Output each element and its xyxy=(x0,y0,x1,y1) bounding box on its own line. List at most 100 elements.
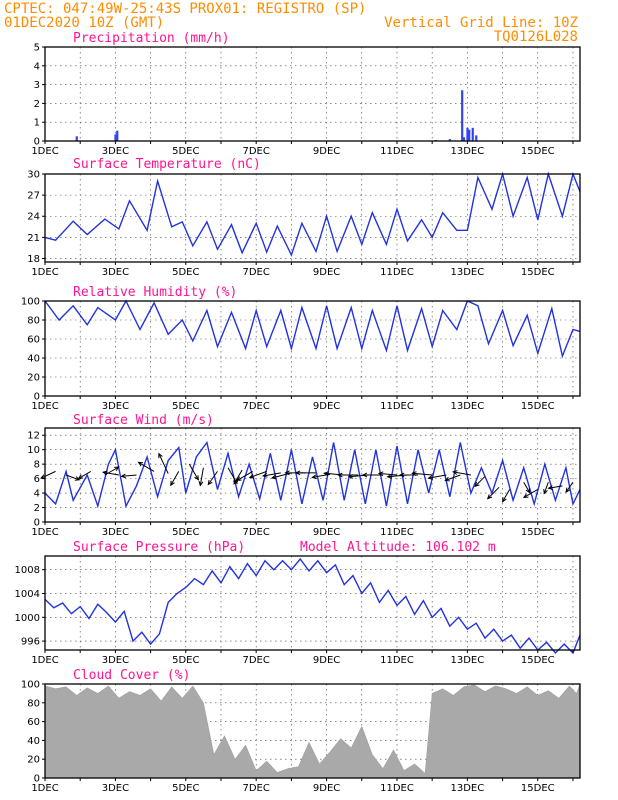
x-tick-label: 11DEC xyxy=(380,655,414,666)
wind-vector-head xyxy=(565,487,571,494)
plot-frame xyxy=(44,300,581,397)
y-tick-label: 100 xyxy=(21,680,40,691)
plot-frame xyxy=(44,427,581,523)
y-tick-label: 1004 xyxy=(15,589,40,600)
wind-vector-head xyxy=(386,474,392,479)
x-tick-label: 5DEC xyxy=(172,655,199,666)
y-tick-label: 5 xyxy=(34,43,40,54)
wind-vector xyxy=(453,471,471,476)
x-tick-label: 3DEC xyxy=(102,783,129,794)
x-tick-label: 1DEC xyxy=(31,267,58,278)
wind-vector xyxy=(523,489,539,498)
x-tick-label: 7DEC xyxy=(242,267,269,278)
wind-title: Surface Wind (m/s) xyxy=(73,413,214,428)
wind-vector-head xyxy=(270,474,277,480)
wind-vector-head xyxy=(361,472,368,478)
x-tick-label: 11DEC xyxy=(380,527,414,538)
y-tick-label: 20 xyxy=(27,373,40,384)
wind-vector-head xyxy=(233,479,239,485)
precip-bar xyxy=(114,134,117,141)
x-tick-label: 5DEC xyxy=(172,527,199,538)
x-tick-label: 13DEC xyxy=(451,267,485,278)
y-tick-label: 12 xyxy=(27,431,40,442)
wind-vector xyxy=(104,466,119,476)
rh-line xyxy=(44,299,581,359)
wind-vector-head xyxy=(294,470,301,476)
wind-vector-head xyxy=(198,481,204,487)
wind-vector-head xyxy=(323,471,329,476)
wind-vector xyxy=(207,471,218,485)
wind-vector xyxy=(233,469,243,485)
wind-vector-head xyxy=(170,480,175,487)
x-tick-label: 5DEC xyxy=(172,146,199,157)
wind-vector xyxy=(502,489,511,502)
y-tick-label: 27 xyxy=(27,191,40,202)
wind-vector xyxy=(65,474,80,481)
x-tick-label: 1DEC xyxy=(31,783,58,794)
plot-frame xyxy=(44,555,581,651)
plot-frame xyxy=(44,683,581,779)
precip-bar xyxy=(468,129,471,141)
wind-vector-head xyxy=(248,473,255,479)
cloud-cover-panel: Cloud Cover (%) 0 20 40 60 80 100 1DEC 3DEC 5DEC… xyxy=(21,668,581,794)
y-tick-label: 0 xyxy=(34,137,40,148)
wind-vector-head xyxy=(74,476,81,481)
y-tick-label: 3 xyxy=(34,80,40,91)
x-tick-label: 1DEC xyxy=(31,146,58,157)
wind-vector xyxy=(188,463,199,480)
x-tick-label: 11DEC xyxy=(380,401,414,412)
model-code: TQ0126L028 xyxy=(494,29,578,45)
wind-vector-head xyxy=(502,497,507,503)
wind-vector xyxy=(199,467,204,486)
humidity-title: Relative Humidity (%) xyxy=(73,285,237,300)
x-tick-label: 3DEC xyxy=(102,527,129,538)
wind-vector xyxy=(548,485,563,489)
wind-vector-head xyxy=(525,488,531,494)
wind-vector-head xyxy=(427,475,433,480)
wind-vector xyxy=(474,476,486,487)
wind-vector-head xyxy=(120,473,126,479)
x-tick-label: 15DEC xyxy=(521,401,555,412)
x-tick-label: 1DEC xyxy=(31,655,58,666)
y-tick-label: 0 xyxy=(34,774,40,785)
wind-vector xyxy=(78,470,92,479)
y-tick-label: 30 xyxy=(27,170,40,181)
y-tick-label: 1000 xyxy=(15,613,40,624)
x-tick-label: 3DEC xyxy=(102,401,129,412)
date-header: 01DEC2020 10Z (GMT) xyxy=(4,15,164,31)
y-tick-label: 18 xyxy=(27,254,40,265)
x-tick-label: 3DEC xyxy=(102,655,129,666)
wind-vector xyxy=(263,472,281,477)
wind-vector xyxy=(523,481,531,493)
station-header: CPTEC: 047:49W-25:43S PROX01: REGISTRO (… xyxy=(4,1,366,17)
precip-bar xyxy=(471,127,474,141)
wind-vector xyxy=(428,474,447,479)
x-tick-label: 13DEC xyxy=(451,527,485,538)
precip-bar xyxy=(448,139,451,141)
pres-line xyxy=(44,557,581,655)
x-tick-label: 15DEC xyxy=(521,146,555,157)
y-tick-label: 0 xyxy=(34,518,40,529)
y-tick-label: 2 xyxy=(34,503,40,514)
y-tick-label: 100 xyxy=(21,297,40,308)
y-tick-label: 10 xyxy=(27,445,40,456)
wind-vector xyxy=(378,472,398,476)
wind-vector-head xyxy=(543,488,548,495)
wind-vector-head xyxy=(547,485,554,490)
x-tick-label: 7DEC xyxy=(242,655,269,666)
pressure-title: Surface Pressure (hPa) xyxy=(73,540,245,555)
wind-vector-head xyxy=(452,470,458,475)
precip-bar xyxy=(462,137,466,141)
precip-bar xyxy=(461,90,464,141)
x-tick-label: 1DEC xyxy=(31,401,58,412)
y-tick-label: 996 xyxy=(21,637,40,648)
humidity-panel: Relative Humidity (%) 0 20 40 60 80 100 1DEC 3D… xyxy=(21,285,581,412)
wind-vector-head xyxy=(261,472,268,478)
temperature-panel: Surface Temperature (nC) 18 21 24 27 30 1DEC 3… xyxy=(27,157,581,278)
y-tick-label: 40 xyxy=(27,736,40,747)
x-tick-label: 11DEC xyxy=(380,267,414,278)
wind-panel: Surface Wind (m/s) 0 2 4 6 8 10 12 1DEC 3DEC 5DEC… xyxy=(27,413,581,538)
x-tick-label: 11DEC xyxy=(380,146,414,157)
y-tick-label: 80 xyxy=(27,698,40,709)
wind-vector-head xyxy=(398,472,405,478)
